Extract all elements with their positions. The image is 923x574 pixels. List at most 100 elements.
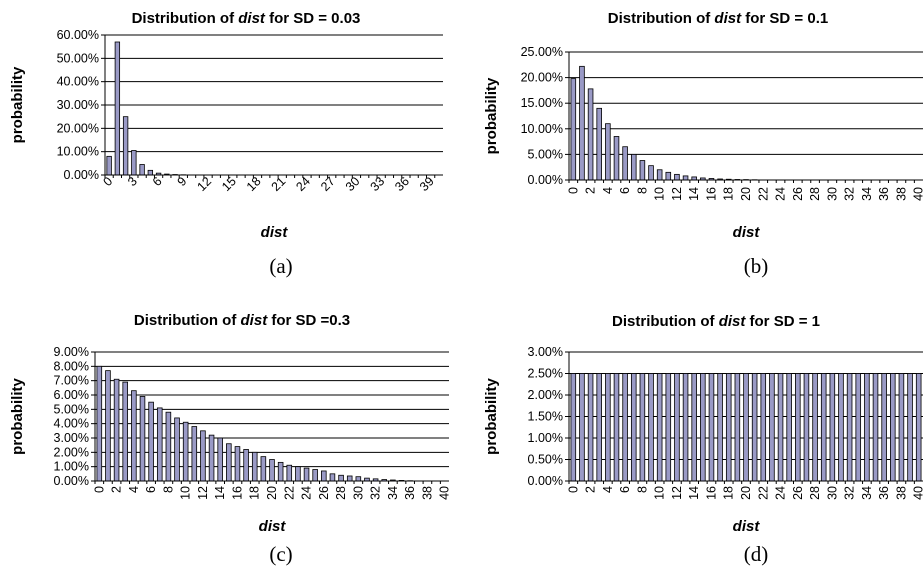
bar <box>587 88 594 181</box>
x-tick-label: 36 <box>877 187 891 201</box>
chart-title: Distribution of dist for SD = 0.03 <box>132 10 361 27</box>
y-tick-label: 2.50% <box>528 367 563 381</box>
y-axis-label: probability <box>9 66 26 143</box>
x-tick-label: 2 <box>584 486 598 493</box>
bar <box>106 155 112 176</box>
x-tick-label: 32 <box>369 486 383 500</box>
x-tick-label: 21 <box>269 174 289 194</box>
bar <box>338 474 344 482</box>
bar <box>855 373 862 482</box>
y-tick-label: 1.00% <box>54 460 89 474</box>
bar <box>251 451 258 482</box>
bar <box>890 373 896 482</box>
y-tick-label: 0.00% <box>64 168 99 182</box>
x-tick-label: 8 <box>161 486 175 493</box>
bar <box>674 373 680 482</box>
bar <box>700 373 706 482</box>
x-tick-label: 18 <box>722 187 736 201</box>
x-axis-label: dist <box>733 518 761 535</box>
caption-b: (b) <box>743 254 769 278</box>
y-tick-label: 5.00% <box>54 402 89 416</box>
bar <box>803 373 810 482</box>
bar <box>122 116 129 176</box>
bar <box>734 373 741 482</box>
caption-c: (c) <box>269 542 293 566</box>
y-axis-label: probability <box>483 77 500 154</box>
x-tick-label: 18 <box>722 486 736 500</box>
y-tick-label: 8.00% <box>54 359 89 373</box>
y-tick-label: 9.00% <box>54 345 89 359</box>
y-tick-label: 10.00% <box>521 122 563 136</box>
bar <box>691 373 697 482</box>
bar <box>570 78 577 181</box>
bar <box>234 446 241 482</box>
bar <box>846 373 853 482</box>
bar <box>165 411 172 482</box>
bar <box>260 456 267 482</box>
x-tick-label: 34 <box>386 486 400 500</box>
bar <box>622 373 628 482</box>
bar <box>269 459 275 482</box>
bar <box>587 373 594 482</box>
y-tick-label: 2.00% <box>54 445 89 459</box>
x-tick-label: 30 <box>825 187 839 201</box>
title-text: Distribution of <box>608 10 715 27</box>
bar <box>829 373 836 482</box>
x-tick-label: 12 <box>670 187 684 201</box>
x-tick-label: 36 <box>403 486 417 500</box>
y-tick-label: 20.00% <box>521 71 563 85</box>
bar <box>769 373 775 482</box>
x-tick-label: 30 <box>343 174 363 194</box>
y-tick-label: 1.00% <box>528 431 563 445</box>
bar <box>200 430 206 482</box>
chart-svg-a: Distribution of dist for SD = 0.03 0.00% 1… <box>9 10 443 241</box>
y-axis-label: probability <box>483 378 500 455</box>
y-tick-label: 30.00% <box>57 98 99 112</box>
title-text: for SD =0.3 <box>267 312 350 329</box>
bar <box>312 469 318 482</box>
x-tick-label: 14 <box>213 486 227 500</box>
title-text: Distribution of <box>132 10 239 27</box>
x-tick-label: 26 <box>791 486 805 500</box>
x-axis-label: dist <box>259 518 287 535</box>
bar <box>725 373 732 482</box>
x-tick-label: 15 <box>219 174 239 194</box>
x-tick-label: 24 <box>300 486 314 500</box>
title-text-italic: dist <box>241 312 269 329</box>
title-text-italic: dist <box>238 10 266 27</box>
title-text: for SD = 1 <box>745 313 820 330</box>
bar <box>156 407 163 482</box>
x-tick-label: 38 <box>894 486 908 500</box>
title-text: Distribution of <box>612 313 719 330</box>
bar <box>329 473 336 482</box>
y-tick-label: 0.50% <box>528 453 563 467</box>
y-tick-label: 4.00% <box>54 417 89 431</box>
bar <box>760 373 767 482</box>
x-tick-label: 4 <box>127 486 141 493</box>
x-tick-label: 34 <box>860 187 874 201</box>
caption-d: (d) <box>743 542 769 566</box>
x-tick-label: 34 <box>860 486 874 500</box>
x-tick-label: 32 <box>843 187 857 201</box>
title-text: for SD = 0.1 <box>741 10 828 27</box>
x-tick-label: 16 <box>230 486 244 500</box>
bar <box>786 373 792 482</box>
y-tick-label: 5.00% <box>528 147 563 161</box>
x-tick-label: 38 <box>894 187 908 201</box>
x-tick-label: 32 <box>843 486 857 500</box>
bar <box>570 373 577 482</box>
y-tick-label: 10.00% <box>57 145 99 159</box>
bar <box>751 373 758 482</box>
title-text: Distribution of <box>134 312 241 329</box>
x-tick-label: 20 <box>739 486 753 500</box>
x-tick-label: 40 <box>912 486 923 500</box>
bar <box>665 171 672 181</box>
bar <box>139 164 145 176</box>
bar <box>105 370 111 482</box>
x-tick-label: 40 <box>912 187 923 201</box>
x-tick-label: 4 <box>601 187 615 194</box>
bar <box>872 373 879 482</box>
title-text-italic: dist <box>719 313 747 330</box>
chart-title: Distribution of dist for SD = 0.1 <box>608 10 828 27</box>
caption-a: (a) <box>269 254 293 278</box>
